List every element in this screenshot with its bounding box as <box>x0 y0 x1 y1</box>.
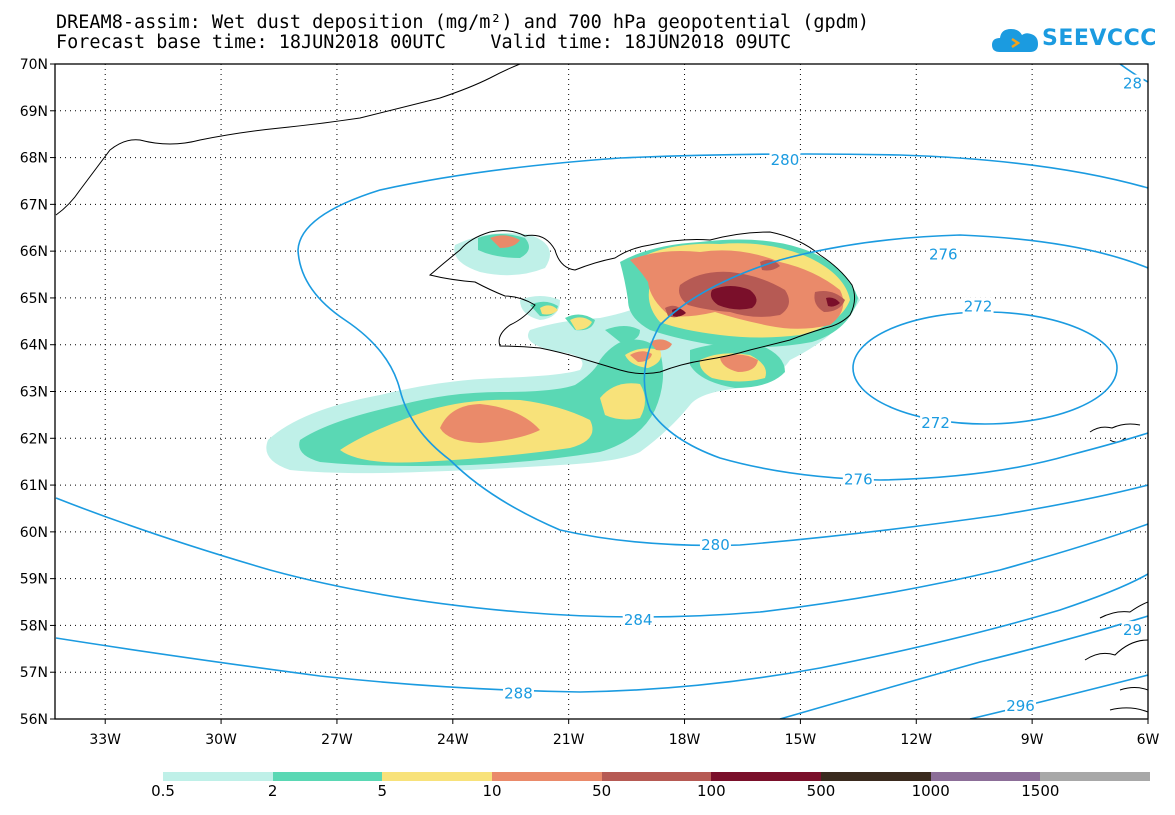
lon-label: 18W <box>669 732 701 748</box>
seevccc-logo: SEEVCCC <box>990 22 1156 58</box>
lat-label: 68N <box>20 151 48 167</box>
legend-label: 0.5 <box>151 782 175 800</box>
contour-label-bg <box>920 413 952 431</box>
lon-label: 30W <box>205 732 237 748</box>
legend-swatch <box>163 772 274 781</box>
lat-label: 61N <box>20 478 48 494</box>
contour-label: 288 <box>504 684 533 702</box>
lat-label: 70N <box>20 57 48 73</box>
lat-label: 66N <box>20 244 48 260</box>
lat-label: 62N <box>20 431 48 447</box>
contour-label-bg <box>962 297 994 315</box>
lon-label: 6W <box>1137 732 1160 748</box>
legend-label: 500 <box>806 782 836 800</box>
map-title: DREAM8-assim: Wet dust deposition (mg/m²… <box>56 12 870 33</box>
geopotential-contours <box>55 64 1148 719</box>
coastlines <box>55 64 1148 713</box>
legend-label: 1000 <box>911 782 950 800</box>
contour-label-bg <box>622 610 654 628</box>
lat-label: 60N <box>20 525 48 541</box>
map-subtitle: Forecast base time: 18JUN2018 00UTC Vali… <box>56 32 792 53</box>
contour-label: 272 <box>921 414 950 432</box>
lat-label: 59N <box>20 572 48 588</box>
legend-label: 2 <box>267 782 278 800</box>
contour-label: 276 <box>844 470 873 488</box>
contour-label: 280 <box>771 151 800 169</box>
contour-label: 296 <box>1006 697 1035 715</box>
contour-label: 28 <box>1123 75 1142 93</box>
legend-swatch <box>711 772 822 781</box>
lon-label: 12W <box>900 732 932 748</box>
cloud-icon <box>992 29 1038 52</box>
legend-label: 5 <box>377 782 388 800</box>
legend-swatch <box>821 772 932 781</box>
lon-label: 15W <box>785 732 817 748</box>
axis-labels: 70N 69N 68N 67N 66N 65N 64N 63N 62N 61N 60N 59N 58N 5… <box>20 57 1160 748</box>
lon-label: 24W <box>437 732 469 748</box>
legend-label: 1500 <box>1021 782 1060 800</box>
legend-swatch <box>492 772 603 781</box>
lat-label: 65N <box>20 291 48 307</box>
legend-label: 50 <box>592 782 612 800</box>
contour-label: 276 <box>929 245 958 263</box>
lat-label: 58N <box>20 618 48 634</box>
legend-label: 100 <box>697 782 726 800</box>
lon-label: 27W <box>321 732 353 748</box>
contour-label-bg <box>502 684 534 702</box>
lat-label: 64N <box>20 338 48 354</box>
lon-label: 21W <box>553 732 585 748</box>
legend-label: 10 <box>482 782 502 800</box>
lat-label: 69N <box>20 104 48 120</box>
contour-label-bg <box>1121 621 1144 639</box>
legend-swatch <box>930 772 1041 781</box>
lat-label: 67N <box>20 197 48 213</box>
legend-swatch <box>601 772 712 781</box>
lon-label: 33W <box>89 732 121 748</box>
contour-label: 29 <box>1123 621 1142 639</box>
contour-label: 280 <box>701 536 730 554</box>
legend-swatch <box>272 772 383 781</box>
lat-label: 56N <box>20 712 48 728</box>
legend-swatch <box>1040 772 1151 781</box>
lon-label: 9W <box>1021 732 1044 748</box>
contour-label-bg <box>1121 74 1144 92</box>
dust-deposition-field <box>266 232 860 474</box>
lat-label: 63N <box>20 385 48 401</box>
legend-swatch <box>382 772 493 781</box>
contour-label-bg <box>699 535 731 553</box>
lat-label: 57N <box>20 665 48 681</box>
logo-text: SEEVCCC <box>1042 26 1157 51</box>
contour-label-bg <box>769 150 801 168</box>
contour-label: 272 <box>964 297 993 315</box>
contour-label: 284 <box>624 611 653 629</box>
contour-label-bg <box>1005 696 1037 714</box>
contour-labels: 280 276 272 272 276 280 284 288 296 28 29 <box>502 74 1144 715</box>
contour-label-bg <box>927 245 959 263</box>
contour-label-bg <box>842 470 874 488</box>
